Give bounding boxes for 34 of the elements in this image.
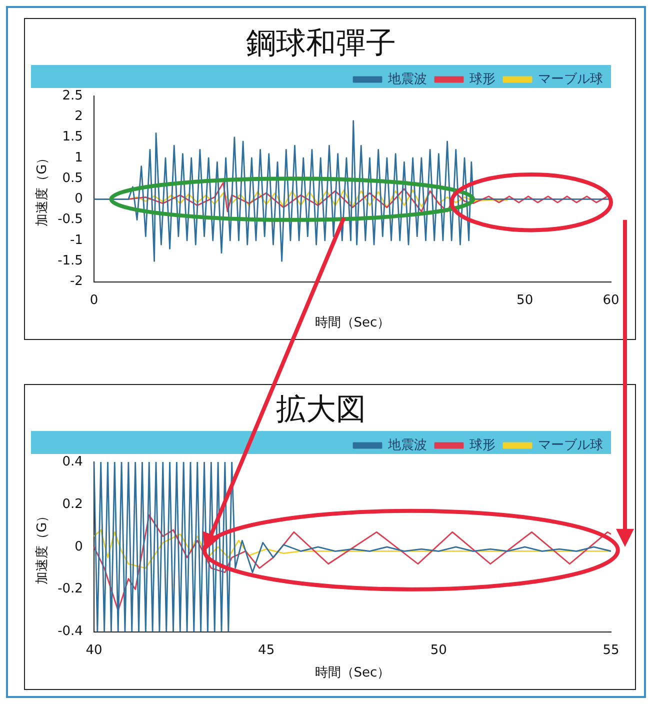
y-tick-label: 1 xyxy=(74,150,83,166)
y-tick-label: 0 xyxy=(74,192,83,207)
chart-title: 鋼球和彈子 xyxy=(246,26,396,61)
legend-label: マーブル球 xyxy=(538,72,603,87)
y-tick-label: -1 xyxy=(70,232,83,248)
y-tick-label: 0.5 xyxy=(62,170,83,186)
y-tick-label: 2 xyxy=(74,109,83,124)
y-tick-label: -0.5 xyxy=(58,212,83,228)
y-tick-label: 2.5 xyxy=(62,88,83,104)
x-tick-label: 40 xyxy=(86,642,102,658)
y-axis-title: 加速度（G） xyxy=(34,509,50,584)
chart-title: 拡大図 xyxy=(276,392,366,427)
legend-label: 地震波 xyxy=(387,72,427,87)
y-tick-label: 0.4 xyxy=(62,454,83,470)
y-tick-label: 1.5 xyxy=(62,130,83,145)
x-tick-label: 50 xyxy=(430,642,447,658)
x-axis-title: 時間（Sec） xyxy=(314,316,390,331)
y-tick-label: -0.2 xyxy=(58,582,83,597)
x-tick-label: 0 xyxy=(90,292,98,308)
x-tick-label: 60 xyxy=(602,292,620,308)
legend-label: 球形 xyxy=(470,72,496,87)
y-tick-label: -2 xyxy=(70,274,83,290)
y-axis-title: 加速度（G） xyxy=(34,151,50,226)
x-tick-label: 55 xyxy=(602,642,620,658)
x-axis-title: 時間（Sec） xyxy=(314,666,390,681)
y-tick-label: -1.5 xyxy=(58,254,83,269)
legend-label: 地震波 xyxy=(387,438,427,453)
y-tick-label: 0 xyxy=(74,539,83,554)
y-tick-label: 0.2 xyxy=(62,496,83,512)
x-tick-label: 50 xyxy=(516,292,534,308)
legend-label: 球形 xyxy=(470,438,496,453)
x-tick-label: 45 xyxy=(258,642,275,658)
legend-label: マーブル球 xyxy=(538,438,603,453)
y-tick-label: -0.4 xyxy=(58,624,83,640)
